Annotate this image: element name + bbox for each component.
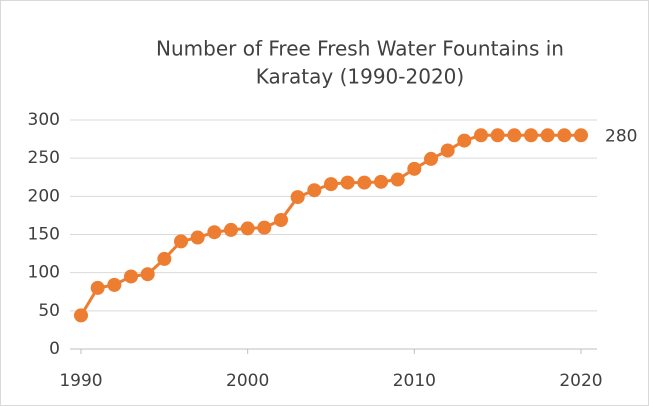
data-label: 280 [605,126,637,146]
point [207,225,222,240]
point [157,251,172,266]
y-tick-label: 50 [38,301,60,321]
point [290,190,305,205]
point [224,222,238,237]
point [524,128,538,143]
point [457,133,472,148]
point [324,177,338,192]
y-tick-label: 200 [28,186,60,206]
x-tick-label: 2020 [559,371,602,391]
point [390,172,405,187]
point [307,183,322,198]
point [574,128,588,143]
point [90,280,105,295]
point [140,267,155,282]
point [174,234,188,249]
point [190,230,205,245]
point [490,128,505,143]
y-tick-label: 100 [28,263,60,283]
point [557,128,572,143]
point [357,175,372,190]
point [424,151,438,166]
point [257,220,272,235]
point [374,174,388,189]
point [507,128,522,143]
point [440,143,455,158]
point [74,308,88,323]
point [474,128,488,143]
x-tick-label: 1990 [59,371,102,391]
point [274,212,288,227]
point [124,269,138,284]
x-tick-label: 2000 [226,371,269,391]
point [240,221,255,236]
y-tick-label: 150 [28,225,60,245]
point [107,277,122,292]
y-tick-label: 300 [28,110,60,130]
chart-title: Karatay (1990-2020) [256,65,464,89]
point [540,128,555,143]
x-tick-label: 2010 [393,371,436,391]
point [407,161,422,176]
chart-title: Number of Free Fresh Water Fountains in [156,37,564,61]
y-tick-label: 250 [28,148,60,168]
y-tick-label: 0 [49,339,60,359]
point [340,175,355,190]
